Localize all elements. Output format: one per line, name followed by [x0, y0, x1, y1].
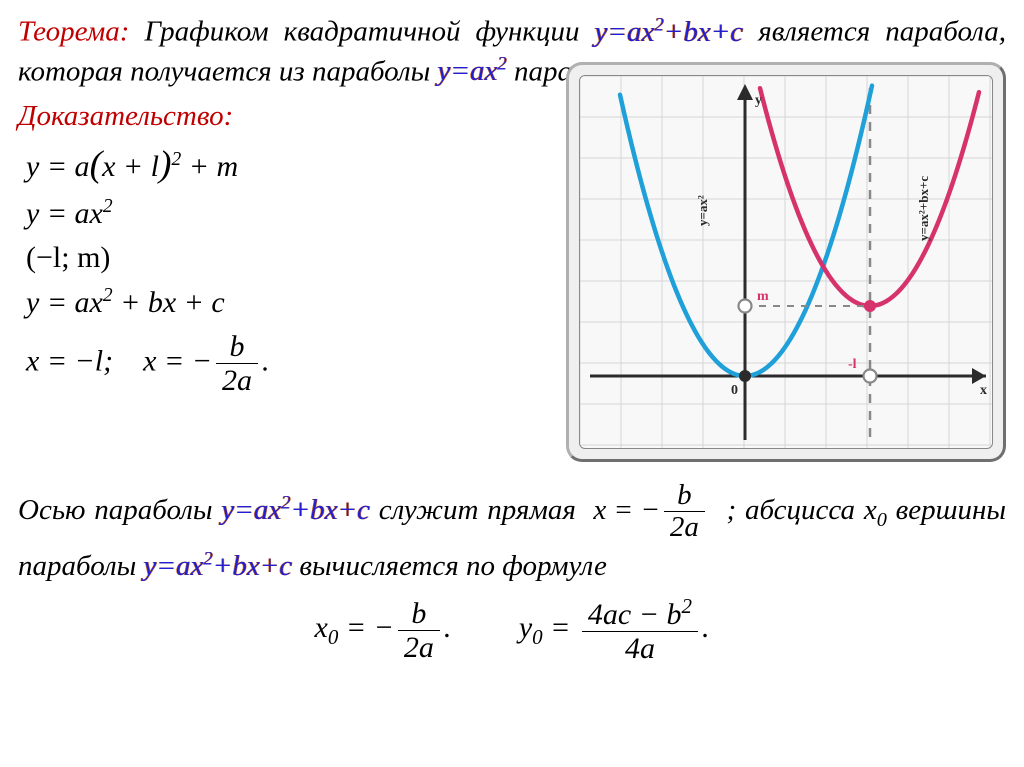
graph-svg: y x 0 m -l y=ax² y=ax²+bx+c — [580, 76, 993, 449]
theorem-part1: Графиком квадратичной функции — [129, 16, 594, 48]
eq4: y = ax2 + bx + c — [26, 285, 269, 320]
axis-line-equation: x = −b2a — [593, 480, 709, 545]
svg-text:0: 0 — [731, 383, 738, 398]
theorem-label: Теорема: — [18, 16, 129, 48]
middle-row: Доказательство: y = a(x + l)2 + m y = ax… — [18, 96, 1006, 462]
eq1: y = a(x + l)2 + m — [26, 143, 269, 186]
bottom-formula2: y=ax2+bx+c — [144, 550, 293, 582]
svg-text:m: m — [757, 289, 769, 304]
y0-formula: y0 = 4ac − b24a. — [519, 611, 710, 644]
equation-column: y = a(x + l)2 + m y = ax2 (−l; m) y = ax… — [18, 143, 269, 397]
x0-formula: x0 = −b2a. — [315, 611, 459, 644]
graph-frame: y x 0 m -l y=ax² y=ax²+bx+c — [566, 62, 1006, 462]
eq5: x = −l; x = −b2a. — [26, 330, 269, 397]
proof-label: Доказательство: — [18, 100, 269, 133]
left-column: Доказательство: y = a(x + l)2 + m y = ax… — [18, 96, 269, 407]
svg-text:y=ax²+bx+c: y=ax²+bx+c — [916, 175, 931, 240]
svg-text:-l: -l — [848, 357, 857, 372]
graph-canvas: y x 0 m -l y=ax² y=ax²+bx+c — [579, 75, 993, 449]
svg-text:x: x — [980, 383, 987, 398]
theorem-formula2: y=ax2 — [438, 55, 507, 87]
eq3: (−l; m) — [26, 241, 269, 275]
bottom-formula1: y=ax2+bx+c — [221, 494, 370, 526]
svg-text:y=ax²: y=ax² — [695, 195, 710, 226]
bottom-text: Осью параболы y=ax2+bx+c служит прямая x… — [18, 480, 1006, 590]
svg-text:y: y — [755, 93, 762, 108]
final-formulas: x0 = −b2a. y0 = 4ac − b24a. — [18, 595, 1006, 665]
eq2: y = ax2 — [26, 196, 269, 231]
theorem-formula1: y=ax2+bx+c — [595, 16, 744, 48]
